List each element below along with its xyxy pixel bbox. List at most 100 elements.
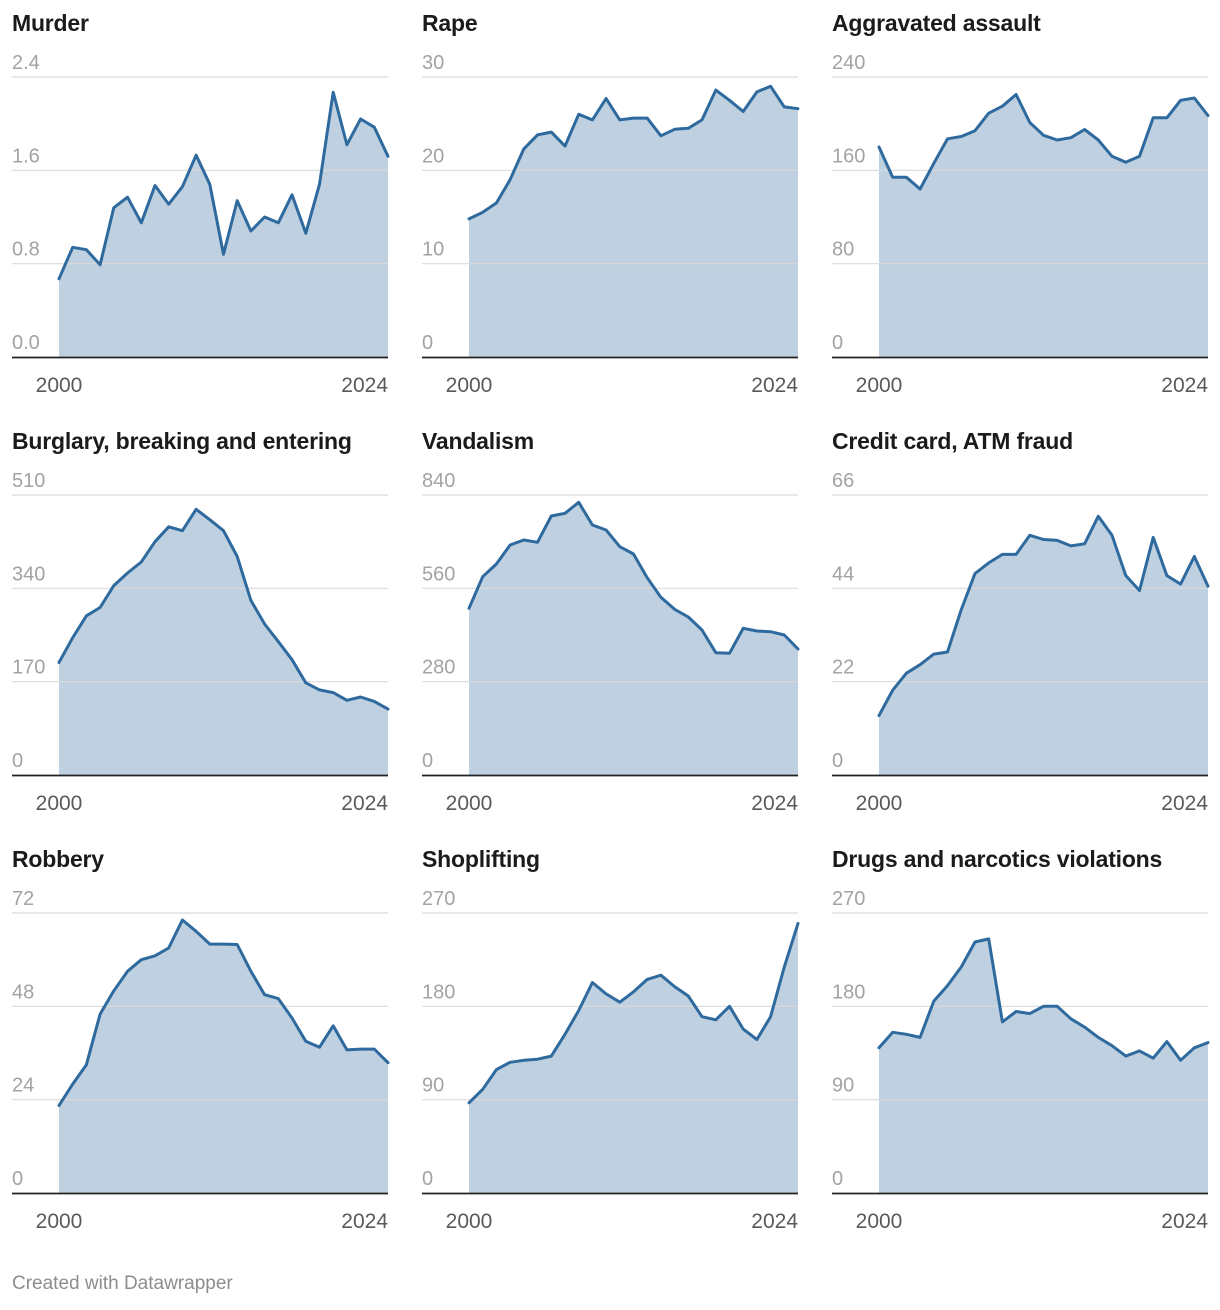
area-fill bbox=[879, 516, 1208, 775]
chart-title: Rape bbox=[422, 10, 478, 36]
y-tick-label: 0 bbox=[12, 1168, 23, 1190]
footer-credit: Created with Datawrapper bbox=[12, 1273, 233, 1294]
chart-svg: 0 280 560 840 2000 2024 bbox=[422, 470, 800, 815]
x-tick-label: 2000 bbox=[36, 792, 83, 815]
x-tick-label: 2000 bbox=[856, 374, 903, 397]
chart-panel: Aggravated assault 0 80 160 240 2000 2024 bbox=[820, 0, 1210, 400]
chart-svg: 0 10 20 30 2000 2024 bbox=[422, 52, 800, 397]
x-tick-label: 2000 bbox=[446, 1210, 493, 1233]
y-tick-label: 66 bbox=[832, 470, 854, 492]
y-tick-label: 270 bbox=[422, 888, 455, 910]
data-line bbox=[467, 84, 800, 221]
y-tick-label: 0 bbox=[832, 332, 843, 354]
chart-title: Credit card, ATM fraud bbox=[832, 428, 1073, 454]
data-line bbox=[57, 90, 390, 281]
area-fill bbox=[59, 92, 388, 357]
y-tick-label: 340 bbox=[12, 563, 45, 585]
y-tick-label: 840 bbox=[422, 470, 455, 492]
y-tick-label: 48 bbox=[12, 981, 34, 1003]
data-line bbox=[877, 514, 1210, 718]
chart-panel: Vandalism 0 280 560 840 2000 2024 bbox=[410, 418, 800, 818]
x-tick-label: 2000 bbox=[36, 374, 83, 397]
y-tick-label: 0.8 bbox=[12, 239, 40, 261]
y-tick-label: 270 bbox=[832, 888, 865, 910]
y-tick-label: 0 bbox=[832, 1168, 843, 1190]
y-tick-label: 280 bbox=[422, 657, 455, 679]
area-fill bbox=[59, 920, 388, 1193]
y-tick-label: 90 bbox=[832, 1075, 854, 1097]
chart-title: Robbery bbox=[12, 846, 104, 872]
x-tick-label: 2024 bbox=[1161, 1210, 1208, 1233]
y-tick-label: 0.0 bbox=[12, 332, 40, 354]
chart-svg: 0 24 48 72 2000 2024 bbox=[12, 888, 390, 1233]
y-tick-label: 44 bbox=[832, 563, 854, 585]
y-tick-label: 22 bbox=[832, 657, 854, 679]
chart-panel: Shoplifting 0 90 180 270 2000 2024 bbox=[410, 836, 800, 1236]
area-fill bbox=[469, 923, 798, 1193]
area-fill bbox=[469, 502, 798, 775]
x-tick-label: 2000 bbox=[36, 1210, 83, 1233]
chart-panel: Burglary, breaking and entering 0 170 340 51… bbox=[0, 418, 390, 818]
chart-panel: Credit card, ATM fraud 0 22 44 66 2000 2024 bbox=[820, 418, 1210, 818]
x-tick-label: 2024 bbox=[751, 792, 798, 815]
y-tick-label: 2.4 bbox=[12, 52, 40, 74]
data-line bbox=[467, 500, 800, 655]
y-tick-label: 0 bbox=[422, 750, 433, 772]
chart-svg: 0 90 180 270 2000 2024 bbox=[832, 888, 1210, 1233]
chart-title: Aggravated assault bbox=[832, 10, 1041, 36]
x-tick-label: 2024 bbox=[1161, 374, 1208, 397]
chart-title: Shoplifting bbox=[422, 846, 540, 872]
y-tick-label: 180 bbox=[832, 981, 865, 1003]
y-tick-label: 72 bbox=[12, 888, 34, 910]
y-tick-label: 240 bbox=[832, 52, 865, 74]
chart-panel: Rape 0 10 20 30 2000 2024 bbox=[410, 0, 800, 400]
data-line bbox=[57, 507, 390, 711]
x-tick-label: 2024 bbox=[341, 374, 388, 397]
data-line bbox=[467, 921, 800, 1105]
chart-title: Murder bbox=[12, 10, 89, 36]
x-tick-label: 2000 bbox=[446, 374, 493, 397]
y-tick-label: 160 bbox=[832, 145, 865, 167]
y-tick-label: 180 bbox=[422, 981, 455, 1003]
y-tick-label: 0 bbox=[422, 1168, 433, 1190]
chart-title: Burglary, breaking and entering bbox=[12, 428, 352, 454]
x-tick-label: 2024 bbox=[751, 1210, 798, 1233]
small-multiples-grid: Murder 0.0 0.8 1.6 2.4 2000 2024 Rape 0 10 20 30 200… bbox=[0, 0, 1210, 1236]
x-tick-label: 2000 bbox=[856, 1210, 903, 1233]
data-line bbox=[877, 937, 1210, 1062]
y-tick-label: 510 bbox=[12, 470, 45, 492]
y-tick-label: 170 bbox=[12, 657, 45, 679]
data-line bbox=[877, 93, 1210, 191]
chart-title: Drugs and narcotics violations bbox=[832, 846, 1163, 872]
y-tick-label: 20 bbox=[422, 145, 444, 167]
chart-svg: 0 22 44 66 2000 2024 bbox=[832, 470, 1210, 815]
x-tick-label: 2000 bbox=[856, 792, 903, 815]
y-tick-label: 560 bbox=[422, 563, 455, 585]
area-fill bbox=[469, 86, 798, 358]
chart-svg: 0 80 160 240 2000 2024 bbox=[832, 52, 1210, 397]
area-fill bbox=[879, 94, 1208, 357]
y-tick-label: 10 bbox=[422, 239, 444, 261]
x-tick-label: 2024 bbox=[341, 792, 388, 815]
y-tick-label: 0 bbox=[832, 750, 843, 772]
y-tick-label: 90 bbox=[422, 1075, 444, 1097]
y-tick-label: 30 bbox=[422, 52, 444, 74]
x-tick-label: 2024 bbox=[1161, 792, 1208, 815]
y-tick-label: 0 bbox=[422, 332, 433, 354]
x-tick-label: 2024 bbox=[341, 1210, 388, 1233]
chart-svg: 0 170 340 510 2000 2024 bbox=[12, 470, 390, 815]
x-tick-label: 2024 bbox=[751, 374, 798, 397]
area-fill bbox=[59, 509, 388, 775]
chart-panel: Robbery 0 24 48 72 2000 2024 bbox=[0, 836, 390, 1236]
data-line bbox=[57, 918, 390, 1107]
chart-title: Vandalism bbox=[422, 428, 534, 454]
y-tick-label: 24 bbox=[12, 1075, 34, 1097]
chart-panel: Murder 0.0 0.8 1.6 2.4 2000 2024 bbox=[0, 0, 390, 400]
area-fill bbox=[879, 938, 1208, 1193]
chart-svg: 0.0 0.8 1.6 2.4 2000 2024 bbox=[12, 52, 390, 397]
y-tick-label: 0 bbox=[12, 750, 23, 772]
chart-panel: Drugs and narcotics violations 0 90 180 270 2… bbox=[820, 836, 1210, 1236]
chart-svg: 0 90 180 270 2000 2024 bbox=[422, 888, 800, 1233]
x-tick-label: 2000 bbox=[446, 792, 493, 815]
y-tick-label: 80 bbox=[832, 239, 854, 261]
